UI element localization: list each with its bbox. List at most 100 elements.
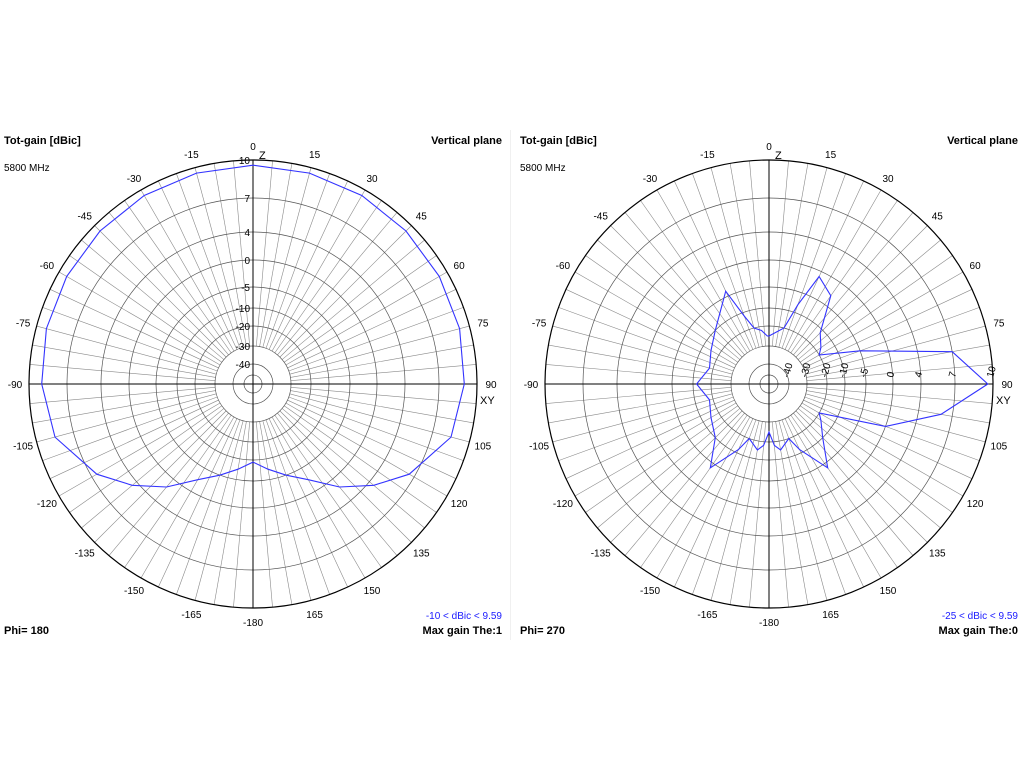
gain-label: -10 — [236, 304, 251, 315]
polar-plot: 0153045607590105120135150165-180-165-150… — [8, 142, 497, 629]
radial-grid-line — [81, 239, 225, 360]
radial-grid-line — [692, 419, 757, 595]
radial-grid-line — [545, 364, 732, 381]
max-gain-label: Max gain The:0 — [938, 625, 1018, 637]
radial-grid-line — [271, 416, 366, 579]
radial-grid-line — [140, 189, 235, 352]
radial-grid-line — [281, 408, 425, 529]
radial-grid-line — [69, 255, 223, 363]
radial-grid-line — [274, 414, 382, 568]
radial-grid-line — [545, 387, 732, 404]
angle-label: -120 — [37, 499, 57, 510]
radial-grid-line — [729, 421, 763, 605]
radial-grid-line — [279, 225, 412, 358]
angle-label: -30 — [127, 174, 142, 185]
radial-grid-line — [289, 393, 470, 443]
radial-grid-line — [285, 402, 448, 497]
plane-label: Vertical plane — [947, 135, 1018, 147]
radial-grid-line — [548, 344, 732, 378]
radial-grid-line — [803, 289, 973, 369]
radial-grid-line — [176, 419, 241, 595]
radial-grid-line — [194, 420, 244, 601]
radial-grid-line — [787, 416, 882, 579]
z-axis-label: Z — [259, 150, 266, 162]
angle-label: 135 — [929, 548, 946, 559]
phi-label: Phi= 270 — [520, 625, 565, 637]
radial-grid-line — [262, 167, 312, 348]
gain-label: -40 — [781, 362, 795, 379]
radial-grid-line — [288, 396, 464, 461]
radial-grid-line — [32, 344, 216, 378]
radial-grid-line — [158, 418, 238, 588]
radial-grid-line — [265, 419, 330, 595]
radial-grid-line — [806, 364, 993, 381]
angle-label: -135 — [75, 548, 95, 559]
radial-grid-line — [290, 344, 474, 378]
radial-grid-line — [574, 271, 737, 366]
radial-grid-line — [674, 418, 754, 588]
radial-grid-line — [32, 390, 216, 424]
radial-grid-line — [656, 189, 751, 352]
radial-grid-line — [805, 325, 986, 375]
gain-label: -10 — [837, 362, 851, 379]
radial-grid-line — [279, 410, 412, 543]
radial-grid-line — [213, 421, 247, 605]
radial-grid-line — [94, 410, 227, 543]
radial-grid-line — [795, 410, 928, 543]
polar-grid — [28, 159, 478, 609]
radial-grid-line — [729, 163, 763, 347]
gain-label: 10 — [985, 365, 999, 379]
radial-grid-line — [259, 421, 293, 605]
angle-label: 30 — [882, 174, 894, 185]
angle-label: 165 — [306, 610, 323, 621]
radial-grid-line — [784, 418, 864, 588]
xy-axis-label: XY — [996, 395, 1011, 407]
radial-grid-line — [574, 402, 737, 497]
radial-grid-line — [287, 399, 457, 479]
radial-grid-line — [640, 414, 748, 568]
angle-label: 105 — [991, 442, 1008, 453]
radial-grid-line — [801, 271, 964, 366]
radial-grid-line — [806, 390, 990, 424]
radial-grid-line — [58, 271, 221, 366]
gain-label: -20 — [236, 322, 251, 333]
radial-grid-line — [281, 239, 425, 360]
radial-grid-line — [674, 180, 754, 350]
radial-grid-line — [772, 160, 789, 347]
radial-grid-line — [656, 416, 751, 579]
angle-label: -180 — [759, 618, 779, 629]
angle-label: -90 — [8, 380, 23, 391]
polar-chart-phi-270: Tot-gain [dBic] Vertical plane 5800 MHz … — [516, 130, 1022, 640]
radial-grid-line — [124, 414, 232, 568]
angle-label: 30 — [366, 174, 378, 185]
radial-grid-line — [290, 387, 477, 404]
radial-grid-line — [283, 405, 437, 513]
gain-label: -5 — [858, 367, 871, 379]
radial-grid-line — [710, 420, 760, 601]
radial-grid-line — [552, 325, 733, 375]
angle-label: 15 — [825, 150, 837, 161]
polar-grid — [544, 159, 994, 609]
chart-title: Tot-gain [dBic] — [4, 135, 81, 147]
radial-grid-line — [256, 160, 273, 347]
max-gain-label: Max gain The:1 — [422, 625, 502, 637]
angle-label: 75 — [993, 318, 1005, 329]
radial-grid-line — [49, 289, 219, 369]
radial-grid-line — [265, 173, 330, 349]
angle-label: -120 — [553, 499, 573, 510]
radial-grid-line — [804, 396, 980, 461]
radial-grid-line — [233, 160, 250, 347]
radial-grid-line — [277, 412, 398, 556]
angle-label: -60 — [40, 261, 55, 272]
radial-grid-line — [692, 173, 757, 349]
radial-grid-line — [795, 225, 928, 358]
radial-grid-line — [42, 396, 218, 461]
radial-grid-line — [259, 163, 293, 347]
polar-plot: 0153045607590105120135150165-180-165-150… — [524, 142, 1013, 629]
angle-label: -135 — [591, 548, 611, 559]
radial-grid-line — [610, 410, 743, 543]
angle-label: -105 — [13, 442, 33, 453]
angle-label: 120 — [967, 499, 984, 510]
radial-grid-line — [805, 393, 986, 443]
radial-grid-line — [268, 180, 348, 350]
